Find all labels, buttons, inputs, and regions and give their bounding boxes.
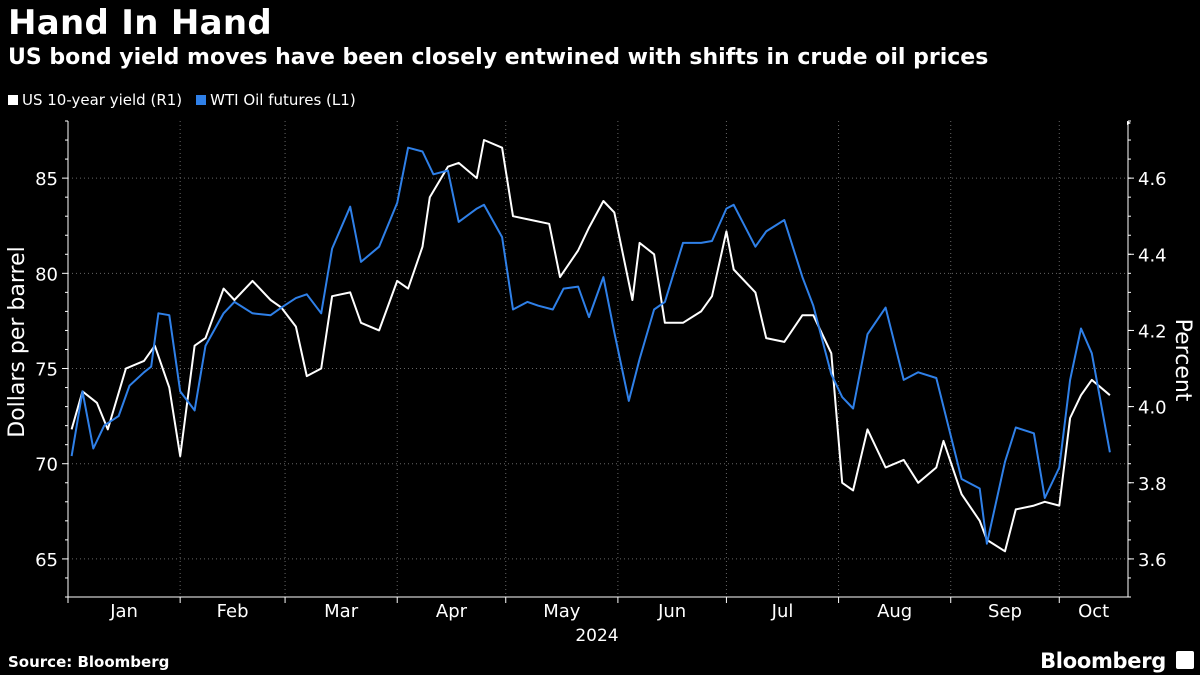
legend-oil-label: WTI Oil futures (L1) — [210, 91, 356, 109]
left-tick-label: 70 — [35, 455, 58, 476]
month-label: May — [543, 601, 581, 622]
axis-layer: 65 70 75 80 85 3.6 3.8 4.0 4.2 4.4 4.6 Jan Feb Mar Apr… — [35, 120, 1167, 622]
right-tick-label: 3.8 — [1138, 474, 1167, 495]
month-label: Jan — [109, 601, 138, 622]
right-tick-label: 4.0 — [1138, 398, 1167, 419]
bloomberg-chart-icon — [1176, 651, 1194, 669]
legend-item-yield: US 10-year yield (R1) — [8, 91, 182, 109]
bloomberg-logo: Bloomberg — [1040, 649, 1166, 673]
month-label: Sep — [988, 601, 1022, 622]
legend-yield-label: US 10-year yield (R1) — [22, 91, 183, 109]
left-tick-label: 80 — [35, 264, 58, 285]
month-label: Feb — [217, 601, 249, 622]
month-label: Aug — [877, 601, 912, 622]
left-tick-label: 75 — [35, 360, 58, 381]
right-axis-title: Percent — [1170, 319, 1195, 402]
left-axis-title: Dollars per barrel — [5, 246, 30, 437]
right-tick-label: 3.6 — [1138, 550, 1167, 571]
right-axis-cap — [1127, 121, 1131, 125]
chart-subtitle: US bond yield moves have been closely en… — [8, 45, 989, 70]
series-layer — [70, 139, 1111, 553]
yield-series-line — [70, 139, 1111, 553]
month-label: Mar — [324, 601, 359, 622]
right-tick-label: 4.6 — [1138, 169, 1167, 190]
yield-swatch — [8, 95, 18, 105]
oil-swatch — [196, 95, 207, 105]
month-label: Jun — [657, 601, 686, 622]
right-tick-label: 4.4 — [1138, 245, 1167, 266]
oil-series-line — [70, 146, 1111, 545]
chart-title: Hand In Hand — [8, 3, 273, 43]
source-note: Source: Bloomberg — [8, 653, 170, 671]
x-axis-year-label: 2024 — [575, 626, 618, 646]
left-tick-label: 65 — [35, 550, 58, 571]
grid-layer — [68, 121, 1128, 597]
legend: US 10-year yield (R1) WTI Oil futures (L… — [8, 91, 356, 109]
right-tick-label: 4.2 — [1138, 321, 1167, 342]
month-label: Apr — [436, 601, 468, 622]
legend-item-oil: WTI Oil futures (L1) — [196, 91, 356, 109]
month-label: Oct — [1078, 601, 1109, 622]
month-label: Jul — [771, 601, 794, 622]
left-tick-label: 85 — [35, 169, 58, 190]
